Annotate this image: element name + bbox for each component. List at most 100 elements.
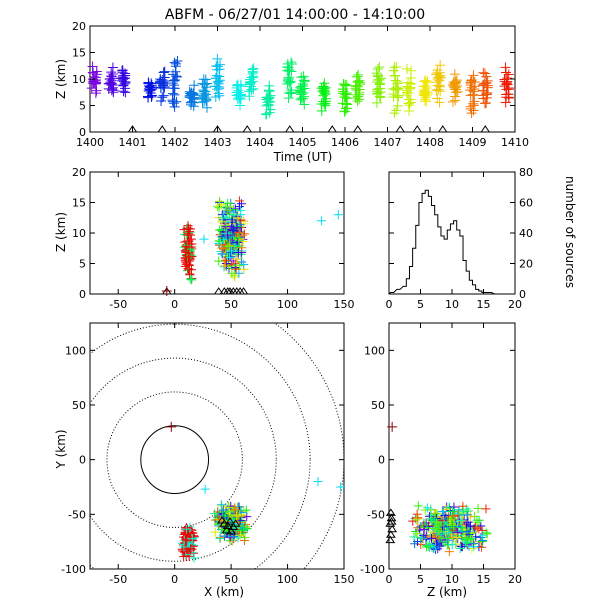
source-marker <box>468 105 479 116</box>
plan-view-ticks: -50 0 50 100 150 -100 -50 0 50 100 <box>61 323 355 586</box>
x-height-z-label: Z (km) <box>54 212 68 252</box>
source-marker <box>479 98 490 109</box>
source-marker <box>336 482 346 492</box>
source-marker <box>103 83 114 94</box>
source-marker <box>458 507 468 517</box>
source-marker <box>478 530 488 540</box>
source-marker <box>238 525 248 535</box>
source-marker <box>282 65 293 76</box>
y-tick-label: 40 <box>519 227 533 240</box>
time-height-ticks: 1400 1401 1402 1403 1404 1405 1406 1407 1408 1409… <box>72 20 529 149</box>
source-marker <box>184 260 194 270</box>
source-marker <box>299 76 310 87</box>
source-marker <box>233 237 243 247</box>
source-marker <box>404 106 415 117</box>
y-tick-label: 0 <box>79 288 86 301</box>
source-marker <box>451 81 462 92</box>
source-marker <box>143 92 154 103</box>
source-marker <box>210 527 220 537</box>
source-marker <box>503 83 514 94</box>
source-marker <box>286 87 297 98</box>
x-height-panel: -50 0 50 100 150 0 5 10 15 20 Z (km) <box>54 166 355 311</box>
source-marker <box>91 85 102 96</box>
source-marker <box>337 98 348 109</box>
source-marker <box>463 506 473 516</box>
source-marker <box>422 503 432 513</box>
source-marker <box>107 71 117 82</box>
histogram-frame <box>388 171 516 295</box>
source-marker <box>469 84 480 95</box>
source-marker <box>438 507 448 517</box>
source-marker <box>199 234 209 244</box>
source-marker <box>503 69 514 80</box>
source-marker <box>420 505 430 515</box>
source-marker <box>285 76 296 87</box>
source-marker <box>388 91 399 102</box>
source-marker <box>390 84 401 95</box>
source-marker <box>320 100 331 111</box>
source-marker <box>187 275 197 285</box>
source-marker <box>170 66 181 77</box>
source-marker <box>179 542 189 552</box>
source-marker <box>223 198 233 208</box>
height-y-sources <box>385 421 492 557</box>
source-marker <box>430 523 440 533</box>
histogram-y-label: number of sources <box>563 176 577 288</box>
source-marker <box>461 537 471 547</box>
source-marker <box>390 75 401 86</box>
source-marker <box>313 477 323 487</box>
source-marker <box>182 537 192 547</box>
source-marker <box>448 511 458 521</box>
source-marker <box>118 76 129 87</box>
source-marker <box>181 535 191 545</box>
y-tick-label: 10 <box>72 73 86 86</box>
source-marker <box>374 62 385 73</box>
x-tick-label: 1402 <box>161 136 189 149</box>
height-y-z-label: Z (km) <box>427 585 467 599</box>
source-marker <box>105 77 116 88</box>
source-marker <box>467 98 478 109</box>
x-tick-label: -50 <box>109 298 127 311</box>
y-tick-label: 5 <box>79 258 86 271</box>
x-tick-label: 50 <box>224 298 238 311</box>
source-marker <box>186 532 196 542</box>
source-marker <box>422 76 433 87</box>
source-marker <box>455 544 465 554</box>
source-marker <box>233 248 243 258</box>
y-tick-label: 60 <box>519 197 533 210</box>
source-marker <box>351 92 362 103</box>
source-marker <box>189 90 200 101</box>
source-marker <box>298 91 309 102</box>
x-tick-label: 1408 <box>416 136 444 149</box>
station-marker <box>217 516 228 524</box>
source-marker <box>417 533 427 543</box>
station-marker <box>327 125 338 133</box>
x-tick-label: 1404 <box>246 136 274 149</box>
source-marker <box>197 94 208 105</box>
source-marker <box>419 90 430 101</box>
source-marker <box>180 547 190 557</box>
range-ring <box>90 323 311 569</box>
station-marker <box>225 517 235 525</box>
source-marker <box>145 85 156 96</box>
source-marker <box>405 83 416 94</box>
source-marker <box>424 511 434 521</box>
source-marker <box>482 75 493 86</box>
x-tick-label: 0 <box>386 573 393 586</box>
source-marker <box>185 274 195 284</box>
source-marker <box>286 58 297 69</box>
source-marker <box>479 68 490 79</box>
x-tick-label: 0 <box>171 298 178 311</box>
source-marker <box>248 63 259 74</box>
source-marker <box>212 84 223 95</box>
source-marker <box>318 81 329 92</box>
source-marker <box>415 525 425 535</box>
source-marker <box>413 513 423 523</box>
source-marker <box>185 92 196 103</box>
source-marker <box>422 89 433 100</box>
source-marker <box>87 67 98 78</box>
source-marker <box>187 547 197 557</box>
source-marker <box>181 524 191 534</box>
source-marker <box>333 210 343 220</box>
